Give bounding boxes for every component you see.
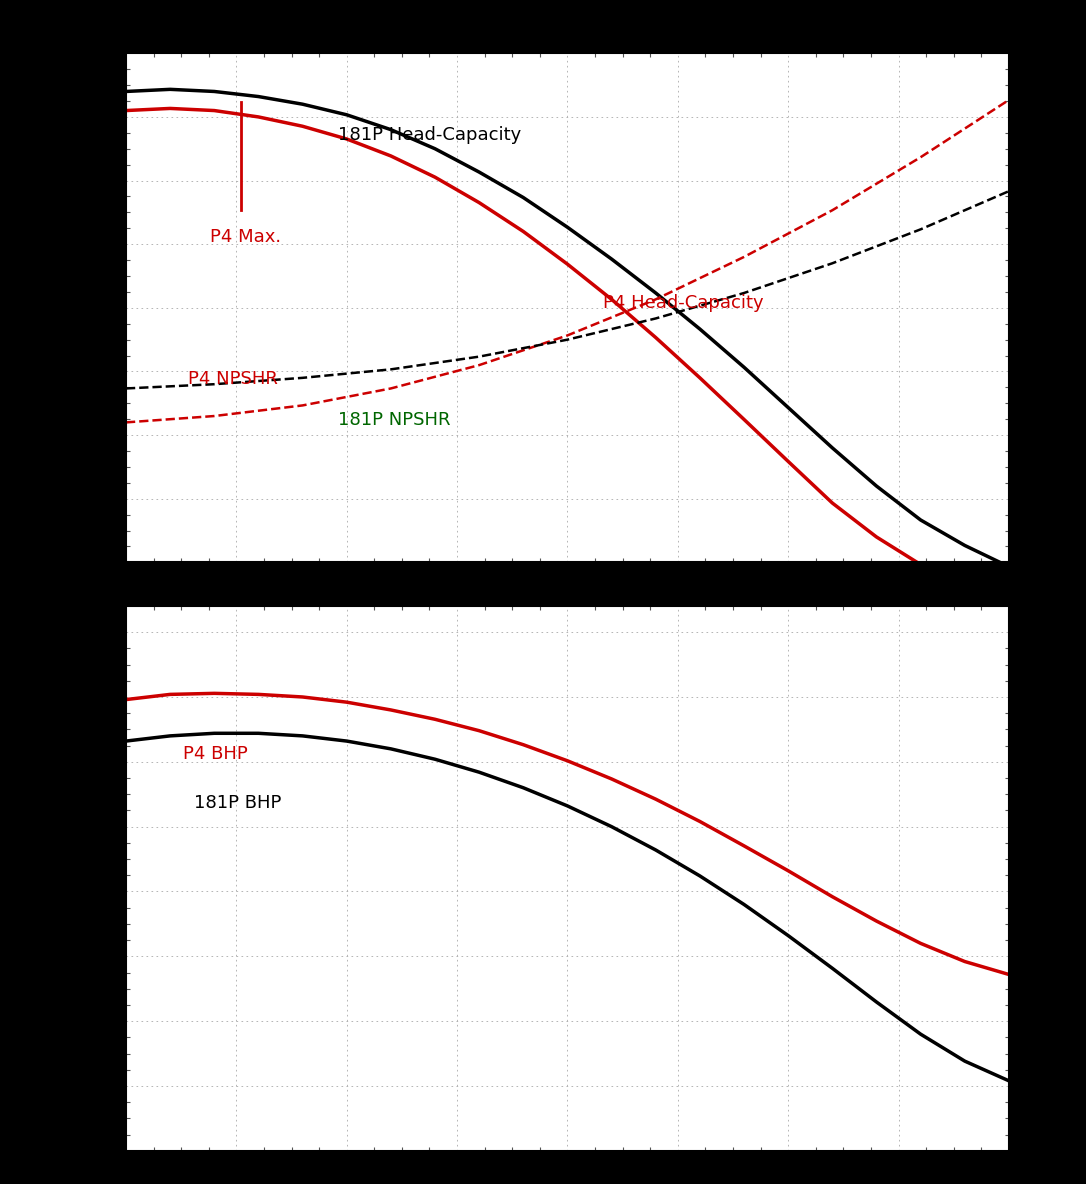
Text: P4 Max.: P4 Max. [210, 227, 281, 245]
Text: 181P Head-Capacity: 181P Head-Capacity [338, 126, 521, 143]
Text: 181P NPSHR: 181P NPSHR [338, 411, 451, 429]
Text: P4 Head-Capacity: P4 Head-Capacity [603, 294, 763, 311]
Text: P4 NPSHR: P4 NPSHR [188, 371, 278, 388]
Text: P4 BHP: P4 BHP [184, 745, 248, 762]
Text: 181P BHP: 181P BHP [194, 793, 281, 812]
